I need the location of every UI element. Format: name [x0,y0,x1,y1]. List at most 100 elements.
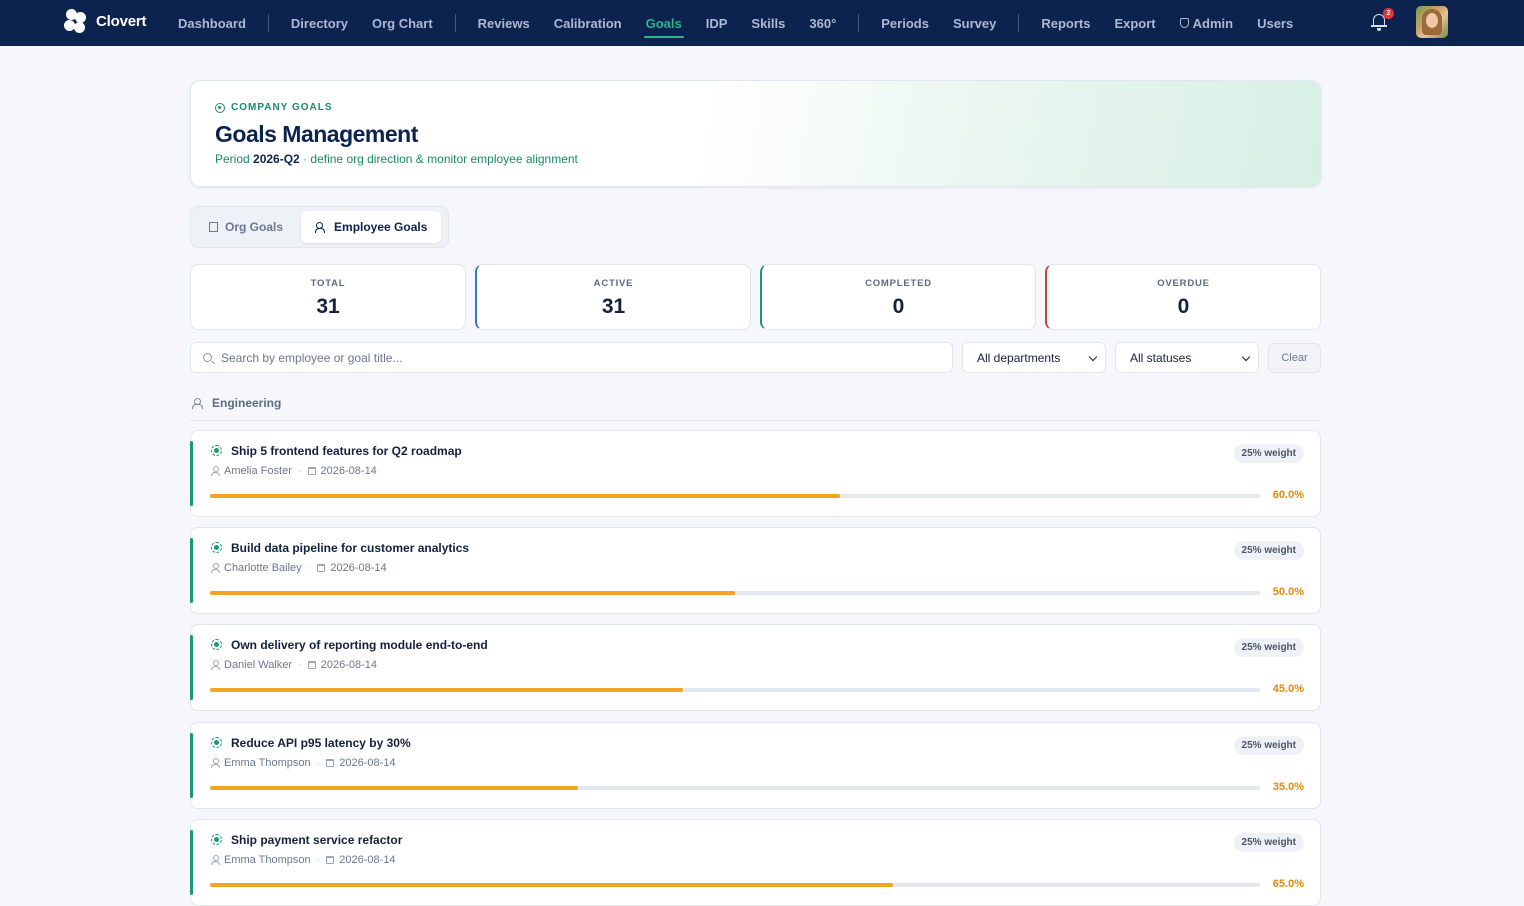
nav-item-export[interactable]: Export [1114,15,1156,31]
goal-progress-percent: 50.0% [1272,586,1304,598]
goal-meta: Daniel Walker · 2026-08-14 [211,659,377,671]
notifications-bell-icon[interactable] [1370,12,1388,32]
nav-item-calibration[interactable]: Calibration [553,15,622,31]
stat-card-active: ACTIVE 31 [475,264,751,330]
nav-divider [858,14,860,32]
goal-owner: Charlotte Bailey [224,562,302,574]
goal-weight-badge: 25% weight [1233,444,1304,463]
goal-progress-percent: 45.0% [1272,683,1304,695]
goal-weight-badge: 25% weight [1233,736,1304,755]
goal-owner: Daniel Walker [224,659,293,671]
shield-icon [1179,18,1189,28]
nav-item-reviews[interactable]: Reviews [477,15,530,31]
goal-type-tabs: Org Goals Employee Goals [190,206,449,248]
nav-item-org-chart[interactable]: Org Chart [371,15,433,31]
person-icon [211,466,220,476]
nav-menu: Dashboard Directory Org Chart Reviews Ca… [166,0,1305,46]
goal-progress-track [210,786,1260,790]
stat-card-completed: COMPLETED 0 [760,264,1036,330]
nav-item-survey[interactable]: Survey [952,15,997,31]
person-icon [211,758,220,768]
tab-employee-goals[interactable]: Employee Goals [301,211,442,243]
chevron-down-icon [1088,352,1098,362]
goal-card[interactable]: Own delivery of reporting module end-to-… [190,624,1321,711]
goal-card[interactable]: Ship 5 frontend features for Q2 roadmap … [190,430,1321,517]
user-avatar[interactable] [1416,6,1448,38]
goal-target-icon [211,542,222,553]
nav-divider [454,14,456,32]
brand[interactable]: Clovert [64,9,146,33]
stat-value: 0 [1177,295,1190,318]
department-group-header: Engineering [190,394,1321,421]
tab-employee-goals-label: Employee Goals [334,220,428,234]
nav-item-dashboard[interactable]: Dashboard [178,15,246,31]
goal-card[interactable]: Build data pipeline for customer analyti… [190,527,1321,614]
nav-item-idp[interactable]: IDP [705,15,728,31]
goal-target-icon [211,834,222,845]
search-icon [203,353,212,362]
goal-due-date: 2026-08-14 [339,757,396,769]
building-icon [209,222,218,232]
calendar-icon [307,661,316,669]
department-select[interactable]: All departments [962,342,1106,373]
page-title: Goals Management [215,121,418,147]
nav-item-reports[interactable]: Reports [1041,15,1091,31]
goal-owner: Emma Thompson [224,854,311,866]
calendar-icon [326,856,335,864]
goal-due-date: 2026-08-14 [339,854,396,866]
page-description: · define org direction & monitor employe… [303,152,578,166]
goal-meta: Charlotte Bailey · 2026-08-14 [211,562,387,574]
stat-value: 31 [601,295,626,318]
page-eyebrow: COMPANY GOALS [215,102,333,113]
period-value: 2026-Q2 [253,152,300,166]
goal-progress-track [210,688,1260,692]
department-select-value: All departments [977,350,1061,365]
clover-logo-icon [64,9,88,33]
clear-filters-button[interactable]: Clear [1268,343,1321,373]
goal-progress-percent: 35.0% [1272,781,1304,793]
nav-item-users[interactable]: Users [1257,15,1294,31]
meta-separator: · [316,757,321,769]
goal-title: Own delivery of reporting module end-to-… [231,638,488,652]
goal-owner: Emma Thompson [224,757,311,769]
calendar-icon [326,759,335,767]
notification-count-badge: 2 [1383,8,1394,19]
goal-weight-badge: 25% weight [1233,833,1304,852]
people-icon [315,222,327,233]
status-select-value: All statuses [1130,350,1192,365]
goal-progress-track [210,591,1260,595]
search-input[interactable] [221,343,941,372]
goal-due-date: 2026-08-14 [320,659,378,671]
department-name: Engineering [212,396,282,410]
goal-due-date: 2026-08-14 [330,562,387,574]
calendar-icon [307,467,316,475]
eyebrow-label: COMPANY GOALS [231,102,333,113]
nav-item-goals[interactable]: Goals [634,0,694,46]
nav-item-admin-label: Admin [1192,15,1234,31]
goal-progress-track [210,883,1260,887]
goal-progress-fill [210,786,578,790]
goal-card[interactable]: Ship payment service refactor Emma Thomp… [190,819,1321,906]
goal-title: Reduce API p95 latency by 30% [231,736,411,750]
nav-item-admin[interactable]: Admin [1168,0,1245,46]
status-select[interactable]: All statuses [1115,342,1259,373]
goal-meta: Amelia Foster · 2026-08-14 [211,465,377,477]
goal-target-icon [211,445,222,456]
team-icon [192,398,203,409]
goal-progress-fill [210,883,893,887]
meta-separator: · [316,854,321,866]
nav-item-periods[interactable]: Periods [881,15,929,31]
person-icon [211,660,220,670]
stat-label: ACTIVE [593,278,634,289]
period-prefix: Period [215,152,250,166]
meta-separator: · [297,465,302,477]
nav-item-360[interactable]: 360° [809,15,837,31]
stat-label: COMPLETED [865,278,932,289]
nav-item-directory[interactable]: Directory [290,15,348,31]
goal-card[interactable]: Reduce API p95 latency by 30% Emma Thomp… [190,722,1321,809]
goal-meta: Emma Thompson · 2026-08-14 [211,757,396,769]
tab-org-goals[interactable]: Org Goals [195,211,297,243]
goal-meta: Emma Thompson · 2026-08-14 [211,854,396,866]
nav-item-skills[interactable]: Skills [751,15,786,31]
goal-due-date: 2026-08-14 [320,465,377,477]
